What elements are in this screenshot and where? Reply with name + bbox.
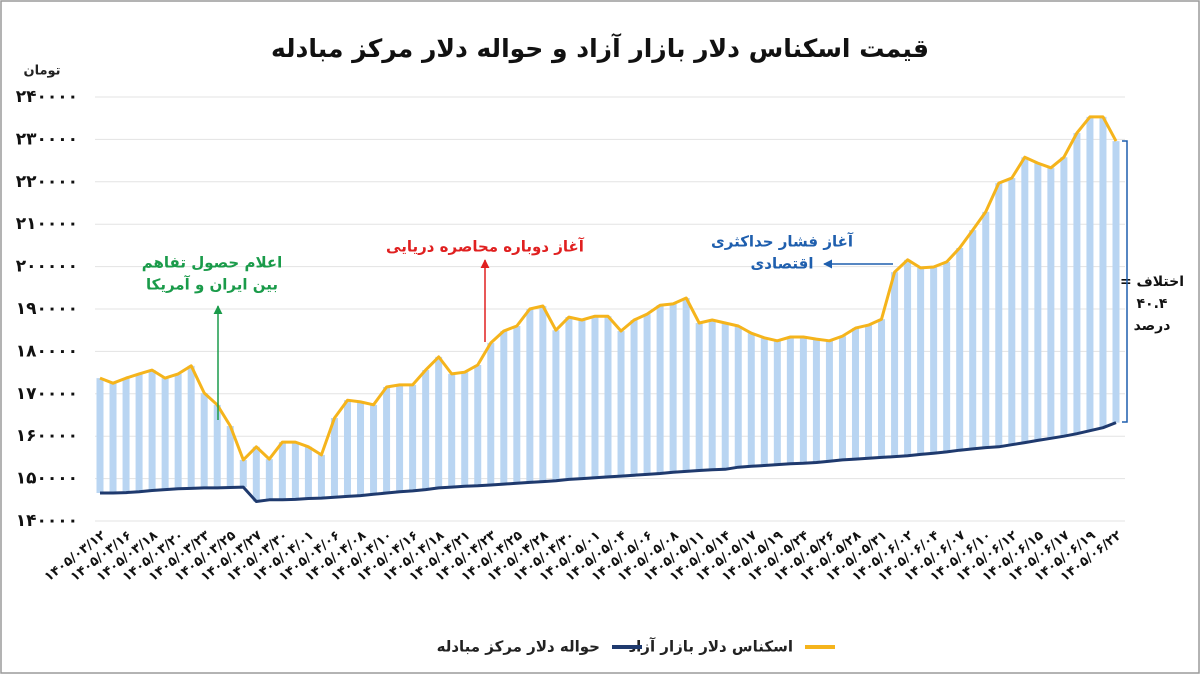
- gap-fill: [96, 116, 1120, 502]
- y-tick-label: ۲۳۰۰۰۰: [16, 129, 78, 149]
- y-unit: تومان: [23, 64, 60, 79]
- annotation: اقتصادی: [751, 255, 814, 273]
- y-tick-label: ۱۵۰۰۰۰: [16, 469, 78, 489]
- y-tick-label: ۲۲۰۰۰۰: [16, 172, 78, 192]
- y-tick-label: ۲۴۰۰۰۰: [16, 87, 78, 107]
- y-tick-label: ۱۴۰۰۰۰: [16, 511, 78, 531]
- annotation: بین ایران و آمریکا: [146, 276, 278, 294]
- y-tick-label: ۲۰۰۰۰۰: [16, 257, 78, 277]
- difference-bracket: [1122, 140, 1128, 423]
- y-tick-label: ۱۷۰۰۰۰: [16, 384, 78, 404]
- y-tick-label: ۲۱۰۰۰۰: [16, 214, 78, 234]
- annotation: اعلام حصول تفاهم: [142, 254, 282, 272]
- labels: ۱۴۰۰۰۰ ۱۵۰۰۰۰ ۱۶۰۰۰۰ ۱۷۰۰۰۰ ۱۸۰۰۰۰ ۱۹۰۰۰۰ ۲۰۰۰…: [16, 87, 1184, 656]
- annotation: اختلاف =: [1120, 274, 1184, 290]
- annotation: آغاز دوباره محاصره دریایی: [386, 238, 585, 256]
- y-tick-label: ۱۹۰۰۰۰: [16, 299, 78, 319]
- legend-label: اسکناس دلار بازار آزاد: [628, 638, 793, 656]
- chart-title: قیمت اسکناس دلار بازار آزاد و حواله دلار…: [271, 33, 929, 64]
- annotation: درصد: [1134, 318, 1171, 334]
- series-line: [100, 421, 1117, 503]
- y-tick-label: ۱۸۰۰۰۰: [16, 341, 78, 361]
- annotation: ۴۰.۴: [1137, 296, 1168, 312]
- series-line: [99, 115, 1118, 462]
- lines: [99, 115, 1118, 503]
- annotation: آغاز فشار حداکثری: [711, 233, 854, 251]
- y-tick-label: ۱۶۰۰۰۰: [16, 426, 78, 446]
- legend-label: حواله دلار مرکز مبادله: [437, 638, 600, 656]
